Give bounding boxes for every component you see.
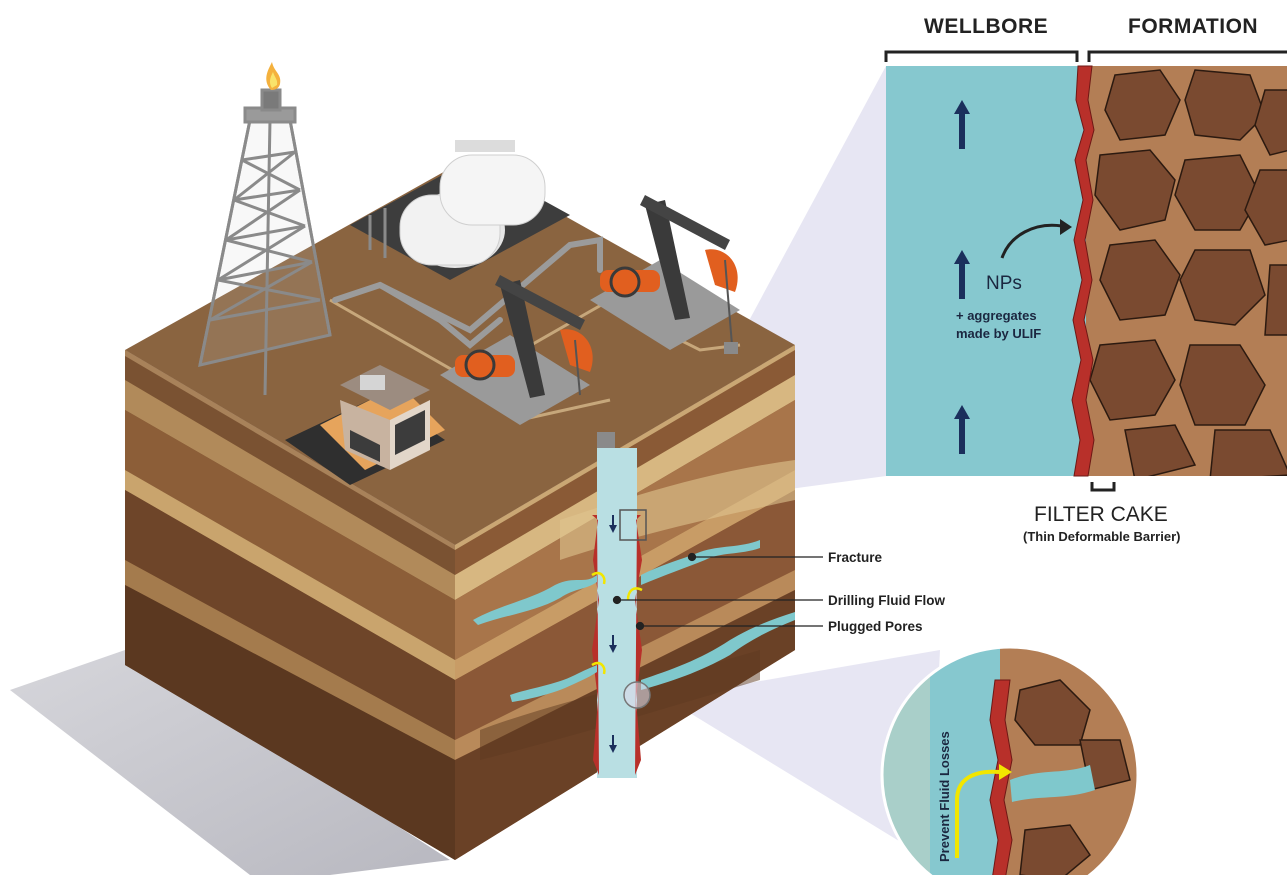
np-curved-arrow: [1000, 223, 1063, 259]
storage-tanks: [350, 140, 570, 280]
label-filter-cake: FILTER CAKE: [1034, 503, 1168, 526]
label-prevent-fluid-losses: Prevent Fluid Losses: [937, 731, 952, 862]
wellbore-zoom-panel: [886, 65, 1287, 477]
ground-shadow: [10, 650, 450, 875]
circle-zoom: [882, 647, 1138, 875]
label-drilling-fluid-flow: Drilling Fluid Flow: [828, 593, 945, 608]
leader-lines: [612, 552, 823, 631]
pump-jack-front: [440, 275, 593, 425]
label-nps: NPs: [986, 273, 1022, 294]
rock-grains: [1089, 69, 1287, 476]
pump-jack-back: [590, 195, 740, 354]
zoom-cone-bottom: [636, 650, 940, 860]
filter-cake-layer: [1071, 65, 1095, 477]
control-building: [285, 365, 445, 485]
zoom-marker-bottom: [623, 681, 651, 709]
label-filter-cake-sub: (Thin Deformable Barrier): [1023, 529, 1180, 544]
header-wellbore: WELLBORE: [924, 15, 1048, 38]
ground-surface: [125, 160, 795, 545]
plug-arrows: [591, 571, 643, 675]
wellbore-fluid: [886, 66, 1091, 476]
wellhead: [597, 432, 615, 448]
label-plugged-pores: Plugged Pores: [828, 619, 923, 634]
zoom-cone-top: [620, 66, 886, 512]
upflow-arrows: [954, 100, 970, 454]
loss-prevent-arrow: [955, 769, 1001, 858]
label-fracture: Fracture: [828, 550, 883, 565]
label-aggregates-1: + aggregates: [956, 308, 1037, 323]
label-aggregates-2: made by ULIF: [956, 326, 1041, 341]
fractures: [473, 540, 795, 702]
header-formation: FORMATION: [1128, 15, 1258, 38]
zoom-marker-top: [619, 509, 647, 541]
downflow-arrows: [609, 515, 617, 753]
derrick-tower: [198, 88, 332, 396]
header-brackets: [884, 50, 1287, 492]
wellbore-column: [592, 448, 642, 778]
